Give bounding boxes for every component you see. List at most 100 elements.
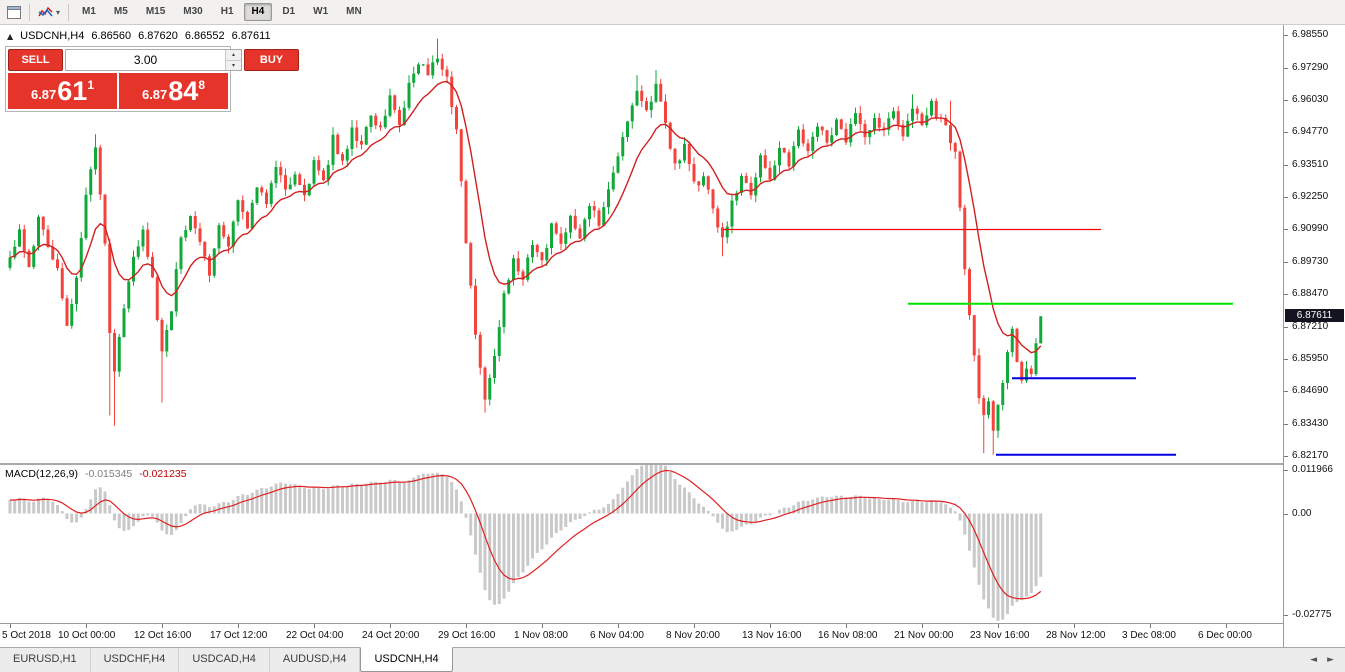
- axis-tick: [1284, 35, 1288, 36]
- volume-decrease-button[interactable]: ▾: [226, 60, 241, 70]
- tab-audusd-h4[interactable]: AUDUSD,H4: [270, 648, 361, 672]
- tabs-scroll-left-button[interactable]: ◄: [1310, 655, 1318, 665]
- volume-increase-button[interactable]: ▴: [226, 50, 241, 61]
- price-axis-label: 6.94770: [1292, 126, 1329, 138]
- axis-tick: [1284, 327, 1288, 328]
- bid-prefix: 6.87: [30, 87, 57, 102]
- volume-spinner: ▴ ▾: [225, 50, 241, 70]
- indicators-dropdown[interactable]: ▾: [34, 2, 64, 22]
- axis-tick: [1284, 197, 1288, 198]
- time-axis-label: 10 Oct 00:00: [58, 630, 116, 641]
- axis-tick: [1284, 165, 1288, 166]
- axis-tick: [1284, 424, 1288, 425]
- time-axis-label: 28 Nov 12:00: [1046, 630, 1106, 641]
- axis-tick: [390, 624, 391, 628]
- chevron-down-icon: ▾: [56, 7, 61, 17]
- oct-toggle-icon[interactable]: ▲: [7, 31, 14, 41]
- macd-signal-value: -0.021235: [139, 468, 187, 480]
- one-click-trading-panel: SELL ▴ ▾ BUY 6.87 61 1 6.87 84 8: [5, 46, 299, 112]
- timeframe-button-M5[interactable]: M5: [113, 6, 128, 17]
- axis-tick: [1150, 624, 1151, 628]
- tab-eurusd-h1[interactable]: EURUSD,H1: [0, 648, 91, 672]
- bid-pipette: 1: [87, 78, 95, 92]
- time-axis-label: 8 Nov 20:00: [666, 630, 720, 641]
- macd-indicator-pane[interactable]: [0, 465, 1283, 623]
- tab-usdchf-h4[interactable]: USDCHF,H4: [91, 648, 180, 672]
- ohlc-low: 6.86552: [184, 30, 225, 42]
- tab-usdcad-h4[interactable]: USDCAD,H4: [179, 648, 270, 672]
- axis-tick: [1284, 229, 1288, 230]
- axis-tick: [1284, 615, 1288, 616]
- price-axis-label: 6.83430: [1292, 417, 1329, 429]
- axis-tick: [466, 624, 467, 628]
- time-axis-label: 6 Nov 04:00: [590, 630, 644, 641]
- timeframe-button-D1[interactable]: D1: [282, 6, 296, 17]
- macd-axis-label: -0.02775: [1292, 608, 1332, 620]
- timeframe-button-W1[interactable]: W1: [313, 6, 329, 17]
- timeframe-button-M30[interactable]: M30: [183, 6, 203, 17]
- price-axis-label: 6.93510: [1292, 158, 1329, 170]
- pane-splitter[interactable]: [0, 463, 1345, 465]
- axis-tick: [1284, 68, 1288, 69]
- main-candlestick-chart[interactable]: [0, 25, 1283, 463]
- ohlc-open: 6.86560: [91, 30, 132, 42]
- macd-header: MACD(12,26,9) -0.015345 -0.021235: [5, 468, 187, 480]
- macd-axis-label: 0.011966: [1292, 463, 1333, 475]
- time-axis-label: 1 Nov 08:00: [514, 630, 568, 641]
- symbol-header: ▲ USDCNH,H4 6.86560 6.87620 6.86552 6.87…: [7, 30, 271, 42]
- time-axis-label: 29 Oct 16:00: [438, 630, 496, 641]
- axis-tick: [1284, 514, 1288, 515]
- axis-tick: [1284, 132, 1288, 133]
- axis-tick: [694, 624, 695, 628]
- timeframe-button-M1[interactable]: M1: [82, 6, 96, 17]
- ask-pipette: 8: [198, 78, 206, 92]
- bid-price-display[interactable]: 6.87 61 1: [8, 73, 117, 109]
- window-icon[interactable]: [3, 2, 25, 22]
- timeframe-toolbar: M1 M5 M15 M30 H1 H4 D1 W1 MN: [73, 3, 371, 21]
- time-axis-label: 12 Oct 16:00: [134, 630, 192, 641]
- symbol-name: USDCNH,H4: [20, 30, 85, 42]
- time-axis[interactable]: 5 Oct 2018 10 Oct 00:00 12 Oct 16:00 17 Oct…: [0, 624, 1283, 647]
- volume-input[interactable]: [66, 50, 225, 70]
- tabs-scroll-right-button[interactable]: ►: [1327, 655, 1334, 665]
- timeframe-button-MN[interactable]: MN: [346, 6, 362, 17]
- buy-button[interactable]: BUY: [244, 49, 299, 71]
- time-axis-label: 6 Dec 00:00: [1198, 630, 1252, 641]
- timeframe-button-H1[interactable]: H1: [220, 6, 234, 17]
- time-axis-label: 21 Nov 00:00: [894, 630, 954, 641]
- tab-usdcnh-h4[interactable]: USDCNH,H4: [360, 647, 453, 672]
- axis-tick: [162, 624, 163, 628]
- axis-tick: [314, 624, 315, 628]
- tab-scroll-controls: ◄ ►: [1307, 648, 1345, 672]
- axis-separator: [0, 623, 1345, 624]
- chart-tabs: EURUSD,H1 USDCHF,H4 USDCAD,H4 AUDUSD,H4 USDC…: [0, 647, 453, 672]
- macd-axis-label: 0.00: [1292, 507, 1312, 519]
- axis-tick: [1284, 391, 1288, 392]
- macd-main-value: -0.015345: [84, 468, 133, 480]
- axis-tick: [238, 624, 239, 628]
- time-axis-label: 23 Nov 16:00: [970, 630, 1030, 641]
- axis-tick: [86, 624, 87, 628]
- time-axis-label: 5 Oct 2018: [2, 630, 51, 641]
- volume-stepper: ▴ ▾: [65, 49, 242, 71]
- axis-tick: [618, 624, 619, 628]
- axis-tick: [1226, 624, 1227, 628]
- timeframe-button-M15[interactable]: M15: [145, 6, 166, 17]
- price-axis-label: 6.92250: [1292, 191, 1329, 203]
- time-axis-label: 13 Nov 16:00: [742, 630, 802, 641]
- toolbar-separator: [68, 3, 70, 21]
- current-price-badge: 6.87611: [1285, 309, 1344, 323]
- sell-button[interactable]: SELL: [8, 49, 63, 71]
- price-axis-label: 6.90990: [1292, 223, 1329, 235]
- macd-title: MACD(12,26,9): [5, 468, 78, 480]
- axis-tick: [770, 624, 771, 628]
- price-scale[interactable]: 6.98550 6.97290 6.96030 6.94770 6.93510 6.922…: [1283, 25, 1345, 647]
- price-axis-label: 6.98550: [1292, 29, 1329, 41]
- axis-tick: [998, 624, 999, 628]
- axis-tick: [542, 624, 543, 628]
- axis-tick: [10, 624, 11, 628]
- axis-tick: [1284, 294, 1288, 295]
- timeframe-button-H4[interactable]: H4: [243, 3, 273, 21]
- ask-price-display[interactable]: 6.87 84 8: [119, 73, 228, 109]
- axis-tick: [1284, 262, 1288, 263]
